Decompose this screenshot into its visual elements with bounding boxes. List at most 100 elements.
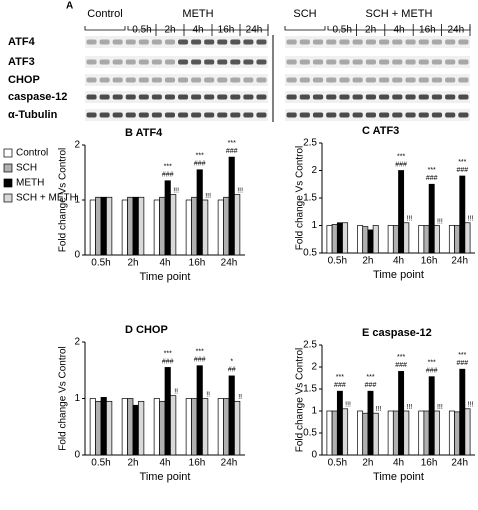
bar <box>326 225 333 254</box>
band <box>230 59 241 65</box>
x-tick-label: 4h <box>159 458 170 469</box>
significance-label: !!! <box>468 216 474 223</box>
band <box>458 94 469 100</box>
bar <box>454 411 461 456</box>
band <box>256 59 267 65</box>
significance-label: ### <box>334 382 346 389</box>
bar <box>398 371 405 456</box>
x-tick-label: 16h <box>421 458 438 469</box>
significance-label: *** <box>196 153 204 160</box>
x-tick-label: 4h <box>393 256 404 267</box>
band <box>445 59 456 65</box>
band <box>99 59 110 65</box>
x-tick-label: 24h <box>221 258 238 269</box>
bar <box>428 376 435 456</box>
band <box>243 94 254 100</box>
significance-label: *** <box>458 352 466 359</box>
bar <box>448 225 455 254</box>
significance-label: ### <box>365 382 377 389</box>
band <box>164 77 175 83</box>
x-tick-label: 24h <box>451 458 468 469</box>
x-tick-label: 0.5h <box>328 458 347 469</box>
legend-label: SCH <box>16 163 37 174</box>
bar <box>106 196 113 256</box>
band <box>151 77 162 83</box>
significance-label: ## <box>228 367 236 374</box>
significance-label: *** <box>164 350 172 357</box>
bar <box>367 229 374 254</box>
band <box>191 112 202 118</box>
x-tick-label: 2h <box>127 458 138 469</box>
significance-label: ### <box>194 161 206 168</box>
x-tick-label: 0.5h <box>328 256 347 267</box>
y-tick-label: 2 <box>74 337 80 348</box>
significance-label: !! <box>206 391 210 398</box>
band <box>286 59 297 65</box>
timepoint-label: 24h <box>246 25 263 36</box>
band <box>418 112 429 118</box>
legend-label: SCH + METH <box>16 193 77 204</box>
chart-title: E caspase-12 <box>362 327 432 339</box>
significance-label: *** <box>164 164 172 171</box>
bar <box>459 368 466 456</box>
band <box>99 112 110 118</box>
band <box>164 39 175 45</box>
legend-swatch <box>3 178 13 188</box>
band <box>418 39 429 45</box>
legend-swatch <box>3 163 13 173</box>
bar <box>191 196 198 256</box>
band <box>217 39 228 45</box>
bar <box>153 199 160 256</box>
band <box>125 112 136 118</box>
bar <box>202 199 209 256</box>
y-tick-label: 1 <box>74 393 80 404</box>
y-tick-label: 2 <box>311 165 317 176</box>
band <box>365 77 376 83</box>
legend-label: METH <box>16 178 44 189</box>
band <box>191 59 202 65</box>
group-label: METH <box>182 8 213 20</box>
band <box>299 59 310 65</box>
y-tick-label: 2.5 <box>303 340 317 351</box>
significance-label: *** <box>366 374 374 381</box>
bar <box>454 225 461 254</box>
band <box>392 94 403 100</box>
bar <box>387 410 394 456</box>
blot-strip <box>285 36 470 48</box>
band <box>256 77 267 83</box>
band <box>86 112 97 118</box>
bar <box>132 404 139 456</box>
significance-label: !!! <box>437 404 443 411</box>
bar <box>362 412 369 456</box>
band <box>86 59 97 65</box>
x-axis-label: Time point <box>373 471 424 483</box>
band <box>392 59 403 65</box>
blot-strip <box>285 109 470 121</box>
bar <box>185 199 192 256</box>
band <box>243 112 254 118</box>
legend-swatch <box>3 193 13 203</box>
bar <box>127 398 134 456</box>
x-tick-label: 24h <box>451 256 468 267</box>
bar <box>159 196 166 256</box>
x-tick-label: 4h <box>159 258 170 269</box>
bracket <box>284 26 326 31</box>
x-tick-label: 0.5h <box>91 458 110 469</box>
significance-label: ### <box>426 368 438 375</box>
band <box>86 39 97 45</box>
bar <box>185 398 192 456</box>
band <box>379 39 390 45</box>
band <box>217 59 228 65</box>
bar <box>89 398 96 456</box>
significance-label: ### <box>456 167 468 174</box>
blot-strip <box>285 56 470 68</box>
significance-label: ### <box>395 161 407 168</box>
bar <box>372 412 379 456</box>
band <box>230 77 241 83</box>
bar <box>164 180 171 256</box>
band <box>86 77 97 83</box>
band <box>458 112 469 118</box>
band <box>178 39 189 45</box>
legend-label: Control <box>16 148 48 159</box>
bar <box>121 398 128 456</box>
